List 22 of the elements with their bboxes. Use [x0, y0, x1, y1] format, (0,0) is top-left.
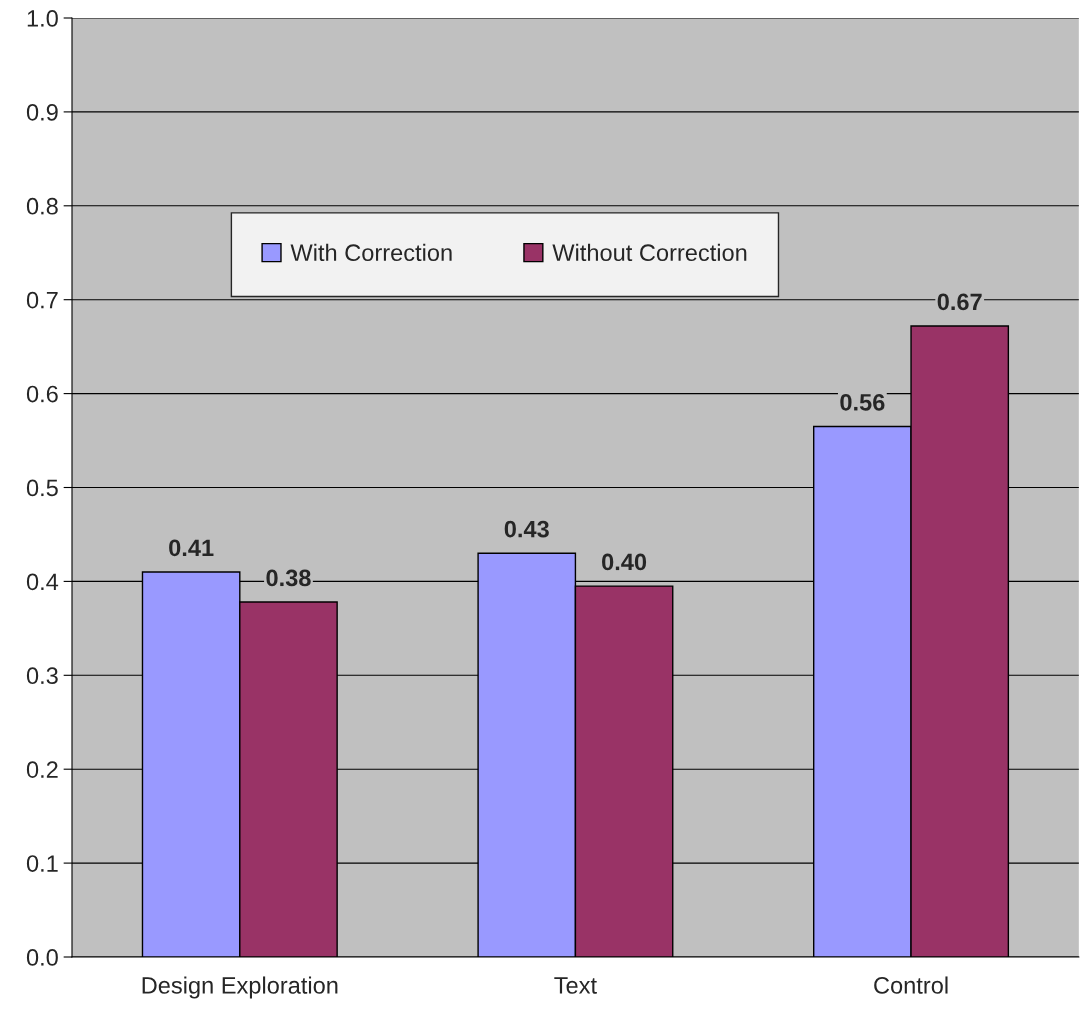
data-label: 0.43 — [504, 520, 549, 538]
data-label: 0.56 — [840, 393, 885, 411]
y-tick-label: 0.1 — [26, 855, 58, 872]
y-tick-label: 0.7 — [26, 291, 58, 309]
x-tick-label: Text — [554, 977, 597, 994]
y-tick-label: 0.5 — [26, 479, 58, 497]
y-tick-label: 0.0 — [26, 949, 58, 966]
y-tick-label: 0.2 — [26, 761, 58, 778]
data-label: 0.41 — [169, 539, 214, 557]
y-tick-label: 1.0 — [27, 10, 58, 27]
y-tick-label: 0.3 — [26, 667, 58, 685]
data-label: 0.67 — [937, 293, 982, 311]
x-tick-label: Control — [874, 976, 948, 994]
legend-label: With Correction — [290, 243, 452, 262]
y-tick-label: 0.8 — [26, 197, 58, 215]
legend-label: Without Correction — [552, 243, 747, 262]
y-tick-label: 0.4 — [26, 573, 59, 591]
x-tick-label: Design Exploration — [142, 976, 338, 999]
data-label: 0.40 — [602, 553, 647, 571]
data-label: 0.38 — [266, 569, 311, 587]
y-tick-label: 0.9 — [26, 103, 58, 121]
y-tick-label: 0.6 — [26, 385, 58, 403]
